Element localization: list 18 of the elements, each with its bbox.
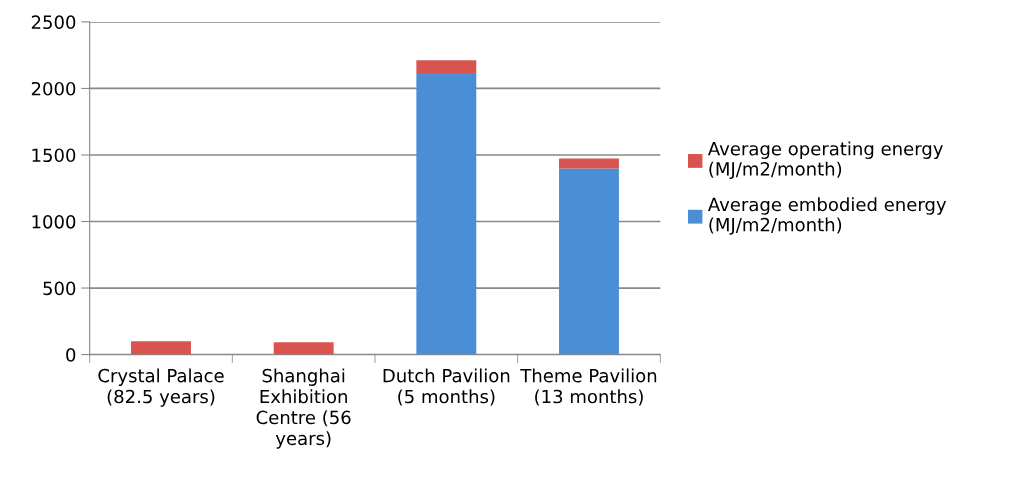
bar	[416, 60, 477, 74]
x-tick-label: Theme Pavilion (13 months)	[520, 368, 657, 406]
y-tick-label: 1500	[32, 148, 76, 163]
legend-label: Average operating energy (MJ/m2/month)	[707, 141, 943, 180]
bar	[416, 73, 477, 355]
y-tick-label: 500	[43, 281, 76, 296]
bar	[131, 341, 191, 355]
bar	[559, 168, 619, 355]
x-tick-label: Crystal Palace (82.5 years)	[98, 368, 224, 407]
y-tick-label: 0	[66, 348, 76, 362]
bar	[273, 342, 334, 355]
y-tick-label: 1000	[32, 214, 76, 229]
y-tick-label: 2000	[31, 81, 76, 96]
legend-label: Average embodied energy (MJ/m2/month)	[707, 197, 947, 235]
y-tick-label: 2500	[31, 15, 76, 30]
x-tick-label: Dutch Pavilion (5 months)	[383, 368, 510, 406]
x-tick-label: Shanghai Exhibition Centre (56 years)	[256, 368, 351, 449]
bar	[559, 158, 619, 169]
